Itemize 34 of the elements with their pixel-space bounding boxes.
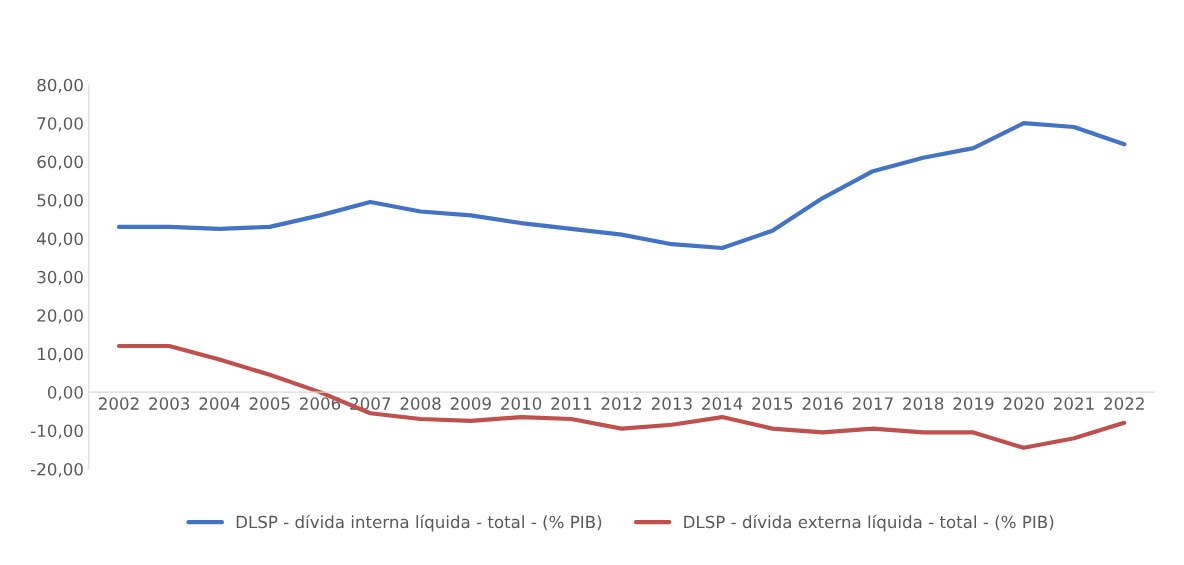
y-tick-label: 70,00 [37, 117, 83, 132]
x-tick-label: 2013 [651, 397, 692, 410]
y-tick-label: 50,00 [37, 193, 83, 209]
x-tick-label: 2009 [450, 397, 491, 410]
y-tick-label: -10,00 [31, 424, 83, 439]
x-tick-label: 2006 [300, 397, 341, 410]
x-tick-label: 2017 [852, 397, 893, 410]
x-tick-label: 2003 [149, 397, 190, 410]
x-tick-label: 2010 [501, 397, 542, 410]
y-tick-label: 10,00 [38, 347, 83, 362]
y-tick-label: 20,00 [37, 309, 83, 324]
y-tick-label: 30,00 [37, 270, 83, 286]
y-tick-label: 40,00 [37, 232, 83, 247]
y-tick-label: 80,00 [37, 78, 83, 94]
x-tick-label: 2021 [1053, 397, 1094, 410]
x-tick-label: 2020 [1003, 397, 1044, 410]
legend-label: DLSP - dívida interna líquida - total - (% PIB) [236, 514, 602, 532]
y-tick-label: 60,00 [37, 155, 83, 170]
x-tick-label: 2015 [752, 397, 793, 410]
x-tick-label: 2014 [702, 397, 743, 410]
x-tick-label: 2004 [199, 397, 240, 410]
x-tick-label: 2018 [903, 397, 944, 410]
x-tick-label: 2016 [802, 397, 843, 410]
x-tick-label: 2019 [953, 397, 994, 410]
x-tick-label: 2008 [400, 397, 441, 410]
y-tick-label: 0,00 [47, 386, 83, 401]
x-tick-label: 2012 [601, 397, 642, 410]
legend-label: DLSP - dívida externa líquida - total - (% PIB) [684, 514, 1054, 532]
x-tick-label: 2022 [1104, 397, 1144, 410]
line-series [116, 121, 1127, 251]
x-tick-label: 2002 [98, 397, 139, 410]
x-tick-label: 2005 [249, 397, 290, 410]
y-tick-label: -20,00 [31, 462, 83, 478]
x-tick-label: 2011 [551, 397, 591, 410]
